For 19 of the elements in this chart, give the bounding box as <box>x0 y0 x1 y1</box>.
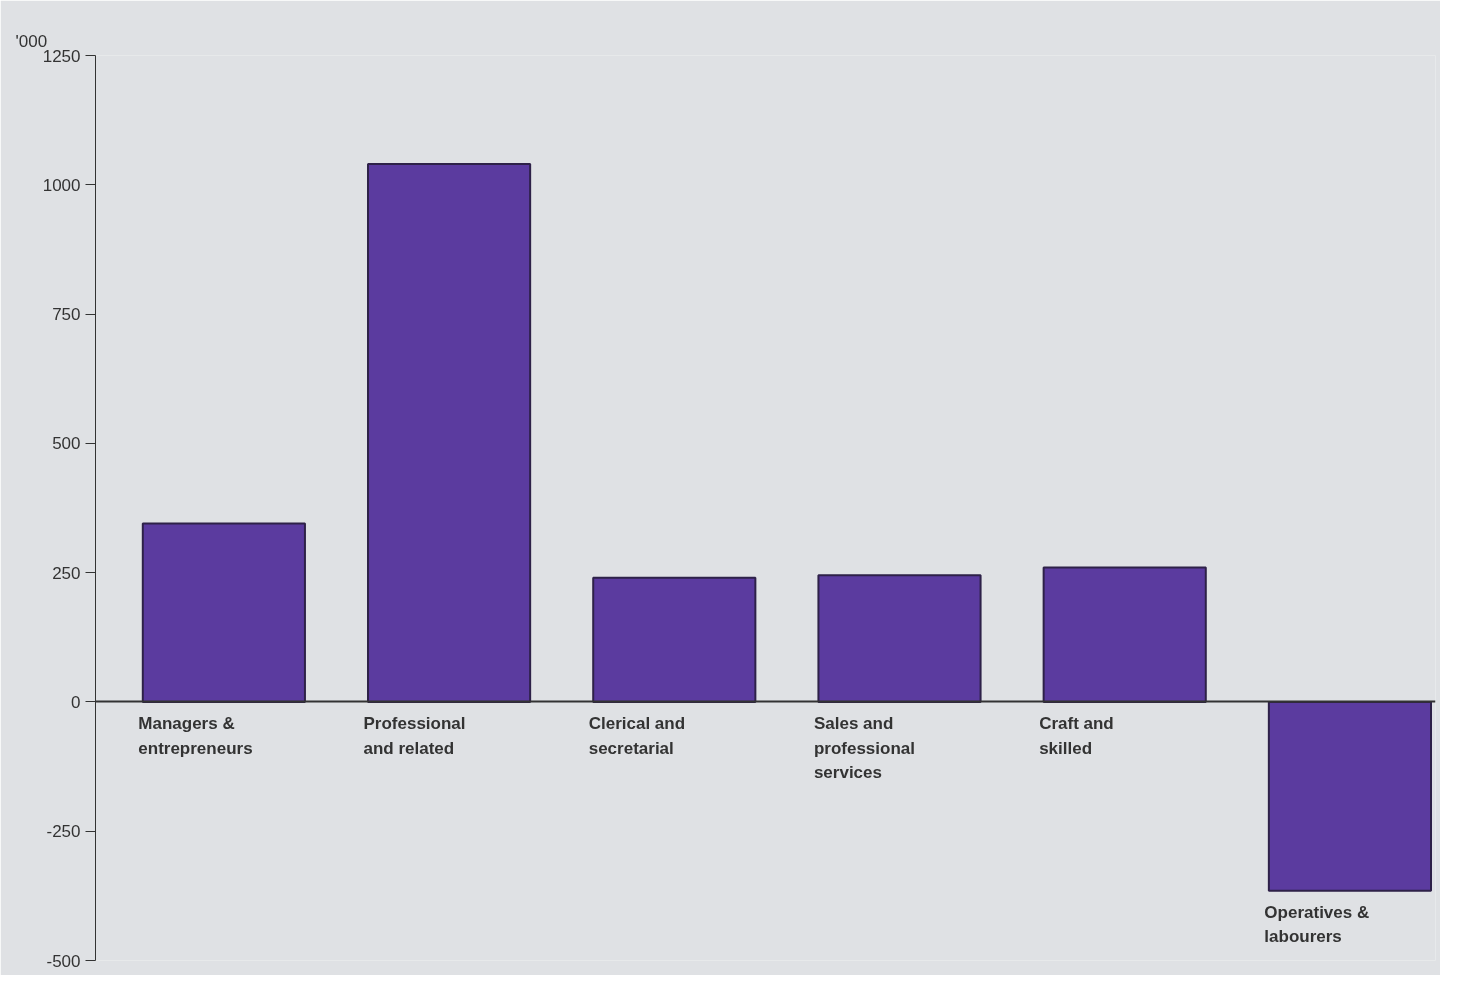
bar <box>1267 700 1432 892</box>
y-tick-label: 250 <box>52 563 81 583</box>
y-tick-label: 0 <box>71 692 81 712</box>
x-tick-label: Professional and related <box>363 713 466 758</box>
y-tick-label: 750 <box>52 305 81 325</box>
bar <box>367 163 532 703</box>
x-tick-label: Sales and professional services <box>813 713 916 783</box>
x-tick-label: Clerical and secretarial <box>588 713 686 758</box>
y-tick-label: -500 <box>46 951 81 971</box>
bar <box>592 576 757 703</box>
bar <box>817 574 982 703</box>
y-tick-label: -250 <box>46 822 81 842</box>
y-tick-label: 500 <box>52 434 81 454</box>
x-tick-label: Craft and skilled <box>1039 713 1114 758</box>
bar <box>141 522 306 703</box>
x-tick-label: Managers & entrepreneurs <box>138 713 253 758</box>
bar <box>1042 566 1207 703</box>
x-tick-label: Operatives & labourers <box>1264 902 1370 947</box>
y-tick-label: 1000 <box>42 175 81 195</box>
